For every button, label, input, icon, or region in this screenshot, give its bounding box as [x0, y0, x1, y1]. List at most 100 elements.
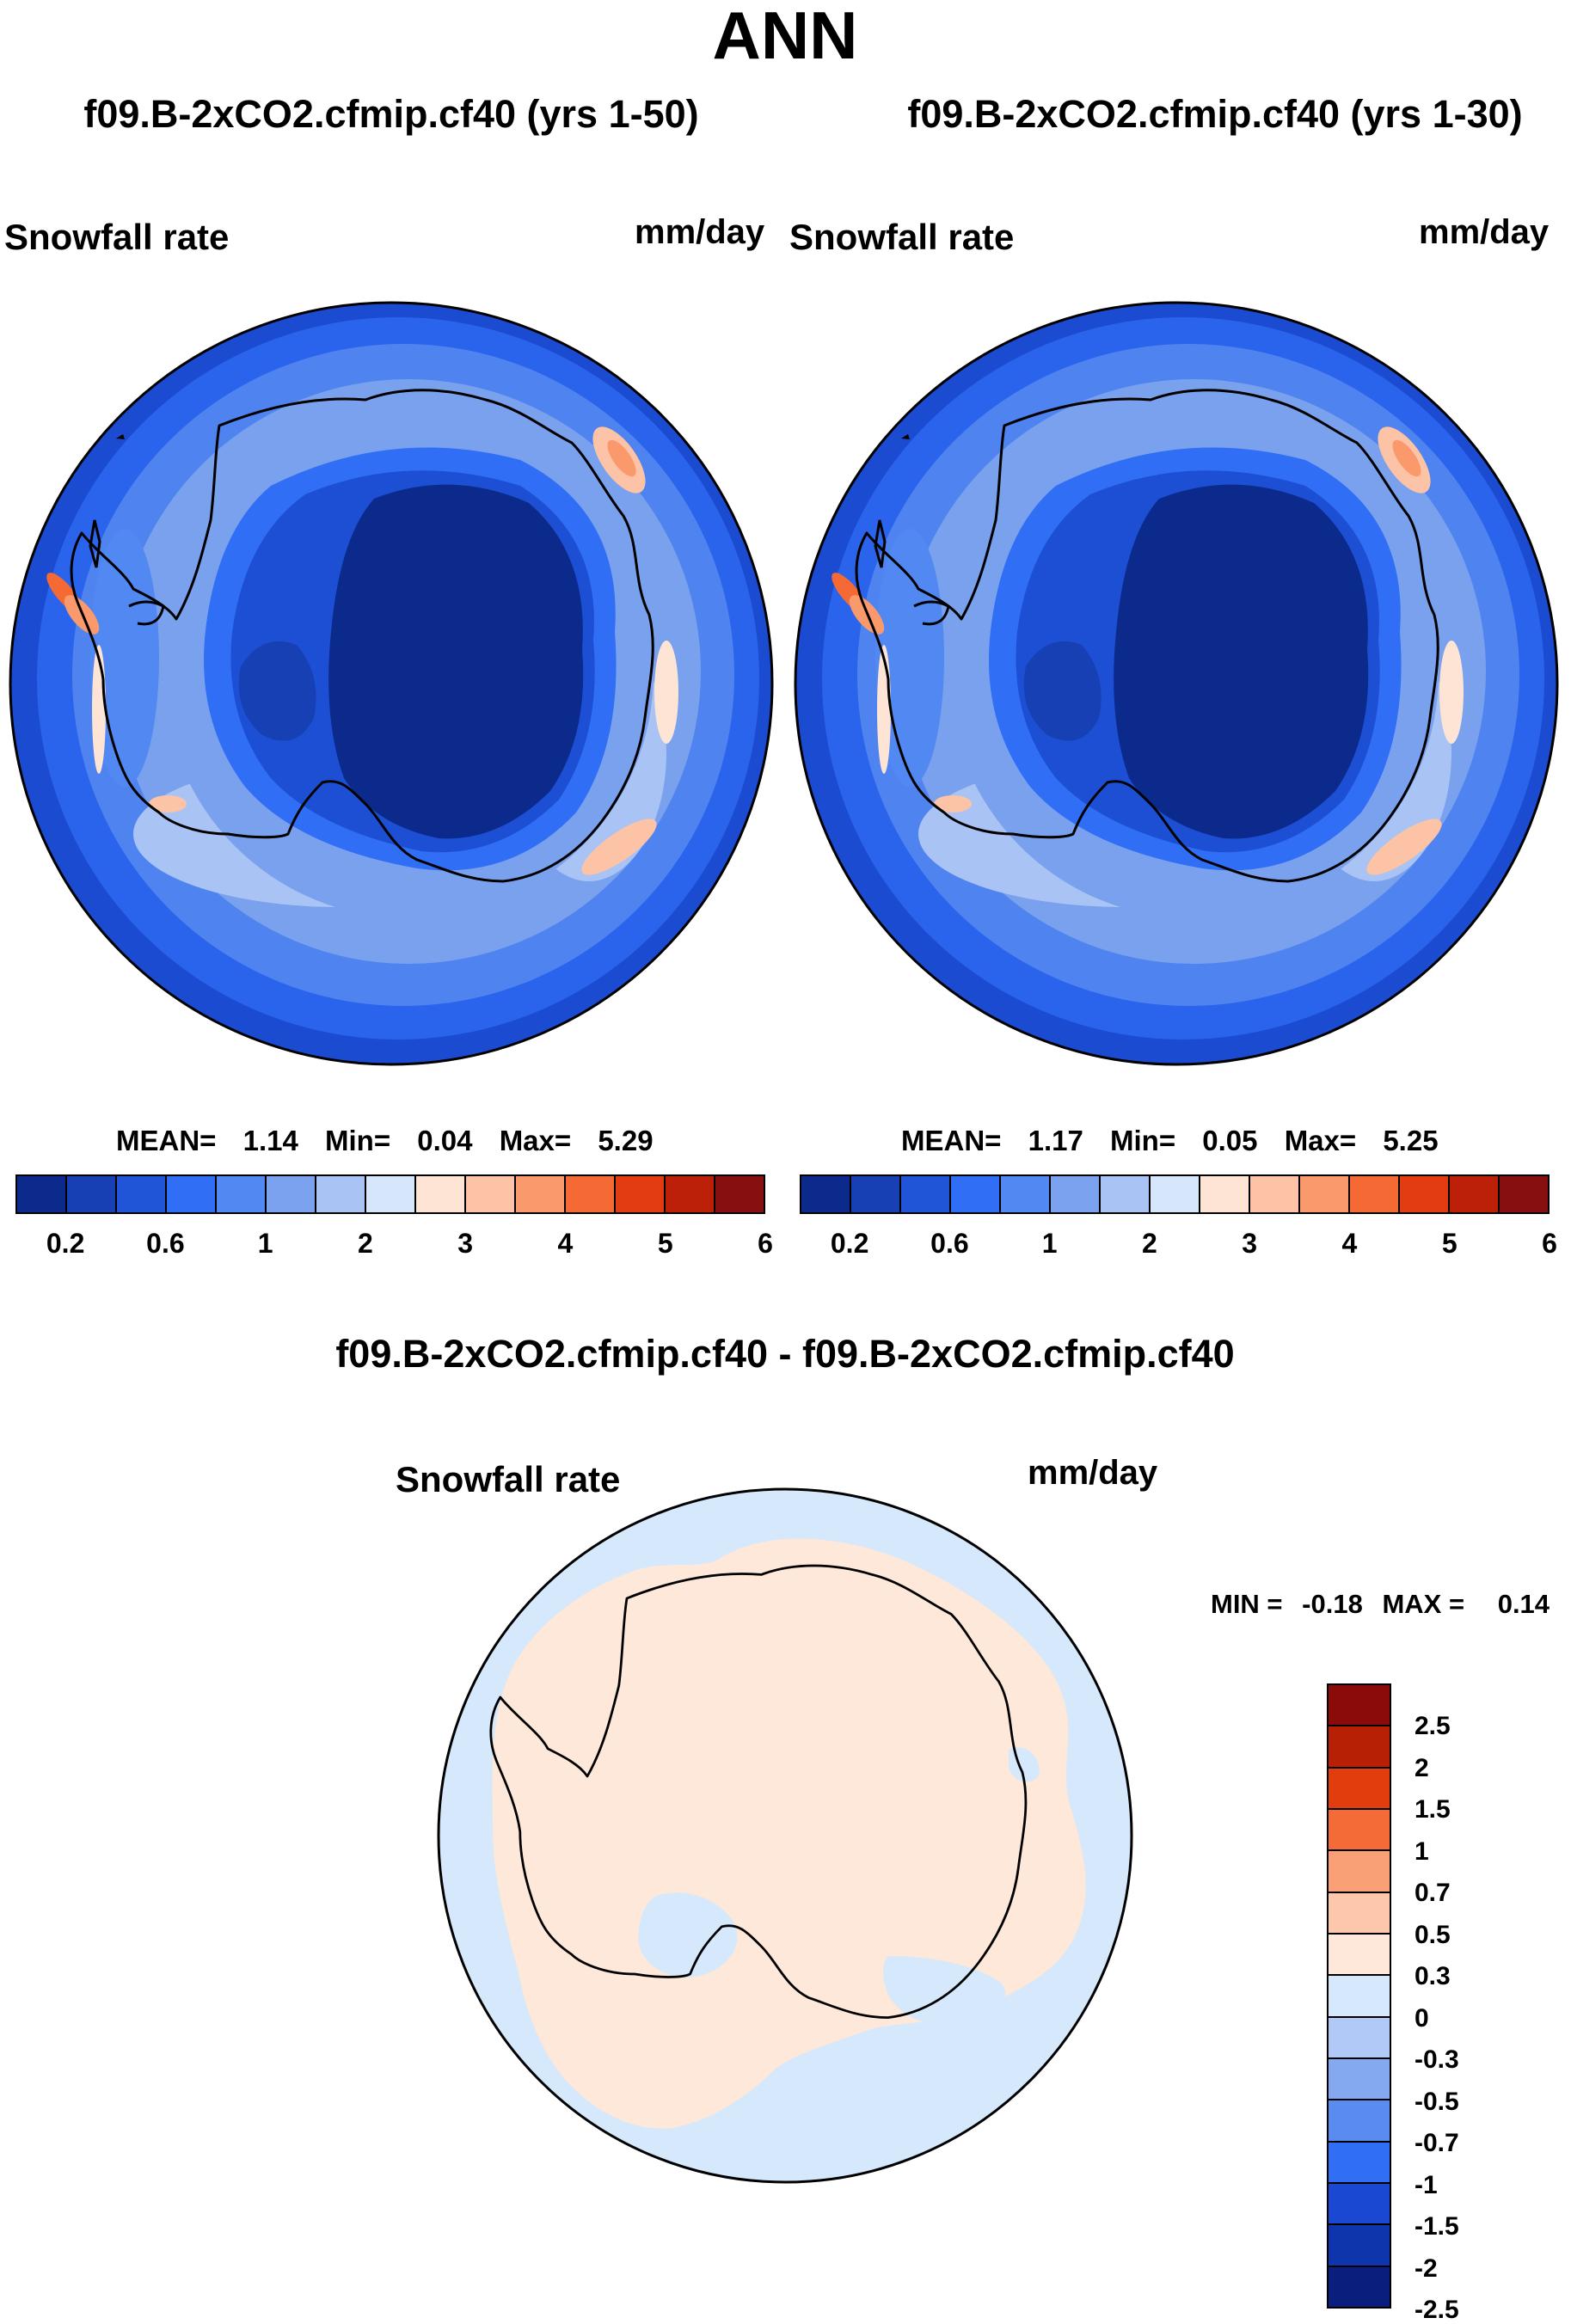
- panel-1-colorbar-swatch: [666, 1176, 715, 1212]
- panel-2-colorbar-tick-label: 6: [1542, 1228, 1557, 1259]
- panel-1-colorbar-tick-label: 5: [657, 1228, 673, 1259]
- difference-colorbar-tick-label: 2: [1415, 1753, 1429, 1782]
- difference-colorbar-tick-label: -1: [1415, 2170, 1438, 2199]
- difference-map-border: [437, 1487, 1133, 2184]
- difference-variable-label: Snowfall rate: [396, 1459, 621, 1499]
- panel-2-colorbar-swatch: [851, 1176, 901, 1212]
- panel-2-mean-value: 1.17: [1028, 1125, 1083, 1156]
- difference-map: [439, 1489, 1132, 2182]
- panel-2-map-border: [794, 301, 1559, 1066]
- panel-1-colorbar-swatch: [267, 1176, 316, 1212]
- panel-1-map: [10, 303, 772, 1064]
- panel-1-variable-label: Snowfall rate: [4, 217, 230, 257]
- difference-colorbar-tick-label: 1: [1415, 1837, 1429, 1866]
- difference-colorbar-swatch: [1329, 2058, 1390, 2101]
- difference-max-label: MAX =: [1382, 1589, 1465, 1619]
- panel-1-colorbar-swatch: [67, 1176, 117, 1212]
- difference-colorbar: [1327, 1683, 1391, 2309]
- panel-2-colorbar-tick-label: 5: [1441, 1228, 1457, 1259]
- panel-2-colorbar-swatch: [1500, 1176, 1548, 1212]
- panel-2-colorbar-tick-label: 4: [1341, 1228, 1358, 1259]
- panel-1-colorbar-tick-label: 4: [557, 1228, 574, 1259]
- panel-1-colorbar-swatch: [366, 1176, 416, 1212]
- panel-2-mean-label: MEAN=: [901, 1125, 1002, 1156]
- difference-colorbar-tick-label: -1.5: [1415, 2212, 1459, 2241]
- difference-colorbar-swatch: [1329, 2017, 1390, 2059]
- difference-colorbar-tick-label: -0.5: [1415, 2087, 1459, 2116]
- panel-1-colorbar-swatch: [217, 1176, 267, 1212]
- panel-2-colorbar-swatch: [951, 1176, 1001, 1212]
- difference-colorbar-swatch: [1329, 1934, 1390, 1977]
- difference-min-value: -0.18: [1302, 1589, 1363, 1619]
- panel-2-colorbar-swatch: [1400, 1176, 1450, 1212]
- panel-1-colorbar-swatch: [715, 1176, 764, 1212]
- panel-2-colorbar-swatch: [1450, 1176, 1500, 1212]
- panel-2-colorbar-swatch: [1350, 1176, 1400, 1212]
- panel-1-colorbar-swatch: [566, 1176, 616, 1212]
- panel-1-colorbar-swatch: [416, 1176, 466, 1212]
- difference-colorbar-swatch: [1329, 2266, 1390, 2307]
- difference-colorbar-swatch: [1329, 1726, 1390, 1769]
- panel-1-min-value: 0.04: [417, 1125, 473, 1156]
- panel-1-mean-value: 1.14: [242, 1125, 298, 1156]
- difference-colorbar-swatch: [1329, 2142, 1390, 2184]
- panel-2-colorbar-swatch: [1250, 1176, 1300, 1212]
- panel-1-colorbar-tick-label: 2: [358, 1228, 373, 1259]
- panel-2-colorbar-tick-label: 3: [1242, 1228, 1258, 1259]
- panel-1-colorbar-swatch: [316, 1176, 366, 1212]
- panel-1-colorbar-tick-label: 6: [758, 1228, 773, 1259]
- panel-1-colorbar-tick-label: 0.2: [46, 1228, 85, 1259]
- difference-colorbar-tick-label: 1.5: [1415, 1795, 1451, 1824]
- panel-1-colorbar-tick-label: 0.6: [146, 1228, 185, 1259]
- difference-title: f09.B-2xCO2.cfmip.cf40 - f09.B-2xCO2.cfm…: [335, 1332, 1235, 1376]
- difference-min-label: MIN =: [1211, 1589, 1283, 1619]
- difference-stats: MIN = -0.18 MAX = 0.14: [1211, 1591, 1550, 1617]
- panel-2-case-title: f09.B-2xCO2.cfmip.cf40 (yrs 1-30): [907, 92, 1523, 136]
- panel-2-colorbar-swatch: [1151, 1176, 1200, 1212]
- panel-2-colorbar-tick-label: 0.2: [830, 1228, 869, 1259]
- panel-2-colorbar-swatch: [1300, 1176, 1350, 1212]
- difference-max-value: 0.14: [1497, 1589, 1550, 1619]
- difference-colorbar-swatch: [1329, 1976, 1390, 2018]
- difference-colorbar-tick-label: -0.3: [1415, 2045, 1459, 2075]
- difference-colorbar-swatch: [1329, 2225, 1390, 2267]
- panel-2-units-label: mm/day: [1419, 213, 1550, 251]
- difference-colorbar-tick-label: -2: [1415, 2253, 1438, 2283]
- difference-colorbar-tick-label: 2.5: [1415, 1712, 1451, 1741]
- panel-2-colorbar-swatch: [1001, 1176, 1051, 1212]
- difference-colorbar-tick-label: 0: [1415, 2003, 1429, 2033]
- panel-1-min-label: Min=: [325, 1125, 391, 1156]
- difference-colorbar-tick-label: 0.3: [1415, 1962, 1451, 1991]
- panel-1-units-label: mm/day: [635, 213, 765, 251]
- panel-1-colorbar-swatch: [117, 1176, 167, 1212]
- panel-1-colorbar-swatch: [616, 1176, 666, 1212]
- panel-1-max-value: 5.29: [598, 1125, 654, 1156]
- difference-colorbar-swatch: [1329, 1892, 1390, 1935]
- panel-2-min-value: 0.05: [1202, 1125, 1258, 1156]
- panel-1-colorbar-swatch: [167, 1176, 217, 1212]
- panel-2-colorbar-swatch: [1200, 1176, 1250, 1212]
- panel-2-colorbar-tick-label: 0.6: [930, 1228, 969, 1259]
- panel-2-max-label: Max=: [1284, 1125, 1357, 1156]
- panel-1-mean-label: MEAN=: [116, 1125, 217, 1156]
- panel-2-colorbar-tick-label: 2: [1142, 1228, 1157, 1259]
- panel-1-colorbar-swatch: [516, 1176, 566, 1212]
- panel-2-colorbar-swatch: [1101, 1176, 1151, 1212]
- panel-2-colorbar: [800, 1174, 1550, 1214]
- panel-1-colorbar-tick-label: 1: [257, 1228, 273, 1259]
- difference-colorbar-swatch: [1329, 1768, 1390, 1810]
- difference-colorbar-swatch: [1329, 2183, 1390, 2226]
- panel-2-max-value: 5.25: [1383, 1125, 1439, 1156]
- difference-colorbar-tick-label: -0.7: [1415, 2129, 1459, 2158]
- panel-2-colorbar-swatch: [801, 1176, 851, 1212]
- panel-2-stats: MEAN= 1.17 Min= 0.05 Max= 5.25: [901, 1126, 1439, 1155]
- panel-2-colorbar-swatch: [1051, 1176, 1101, 1212]
- panel-2-colorbar-tick-label: 1: [1041, 1228, 1058, 1259]
- difference-colorbar-swatch: [1329, 1851, 1390, 1893]
- difference-colorbar-tick-label: 0.5: [1415, 1920, 1451, 1949]
- page-title: ANN: [712, 0, 858, 73]
- difference-colorbar-tick-label: 0.7: [1415, 1879, 1451, 1908]
- difference-colorbar-swatch: [1329, 1809, 1390, 1852]
- difference-colorbar-tick-label: -2.5: [1415, 2296, 1459, 2324]
